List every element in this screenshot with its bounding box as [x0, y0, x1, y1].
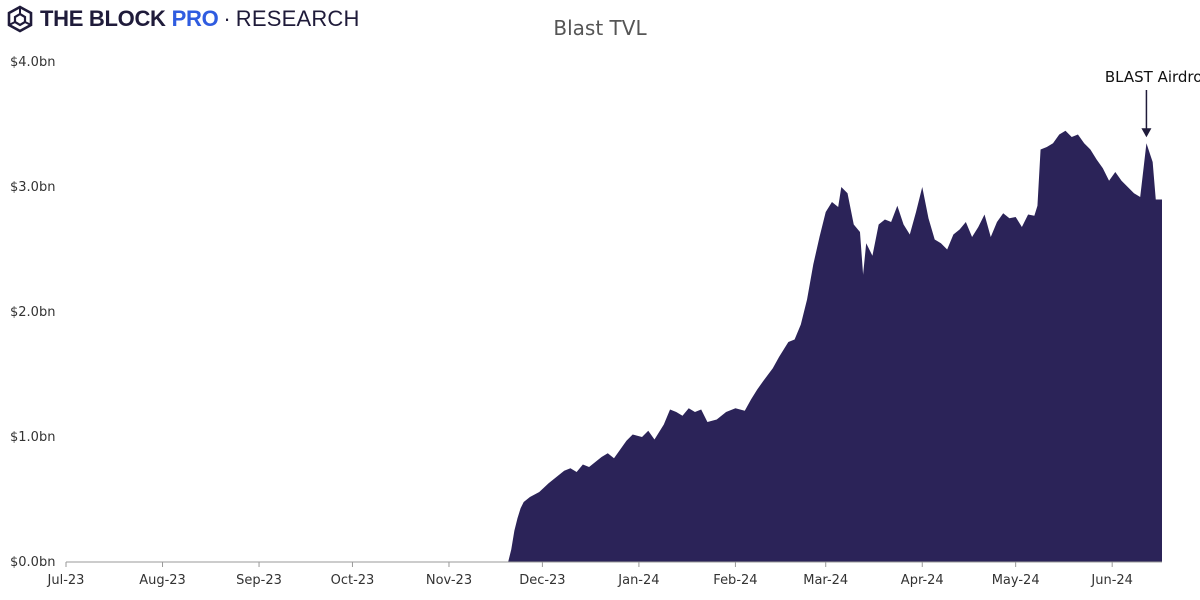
x-tick-label: Aug-23 — [139, 573, 186, 588]
x-tick-label: Jun-24 — [1090, 573, 1133, 588]
x-tick-label: Jan-24 — [617, 573, 659, 588]
brand-separator: · — [223, 6, 231, 31]
annotation-label: BLAST Airdrop — [1105, 68, 1200, 86]
x-tick-label: Sep-23 — [236, 573, 282, 588]
x-tick-label: Feb-24 — [713, 573, 757, 588]
brand-name: THE BLOCK — [40, 6, 166, 31]
brand-pro: PRO — [171, 6, 219, 31]
y-tick-label: $1.0bn — [10, 430, 55, 445]
x-tick-label: Dec-23 — [519, 573, 565, 588]
x-tick-label: Jul-23 — [47, 573, 85, 588]
y-tick-label: $4.0bn — [10, 55, 55, 70]
tvl-area-series — [66, 130, 1162, 562]
arrow-head-icon — [1141, 128, 1152, 138]
y-axis: $0.0bn $1.0bn $2.0bn $3.0bn $4.0bn — [10, 55, 55, 570]
x-tick-label: Nov-23 — [426, 573, 472, 588]
annotations: BLAST Airdrop — [1105, 68, 1200, 138]
x-tick-label: May-24 — [992, 573, 1040, 588]
x-tick-label: Mar-24 — [803, 573, 848, 588]
cube-logo-icon — [7, 5, 33, 33]
y-tick-label: $3.0bn — [10, 180, 55, 195]
x-tick-label: Apr-24 — [901, 573, 944, 588]
x-tick-label: Oct-23 — [331, 573, 375, 588]
chart-title: Blast TVL — [553, 16, 647, 40]
y-tick-label: $2.0bn — [10, 305, 55, 320]
brand-header: THE BLOCK PRO · RESEARCH — [6, 5, 360, 33]
x-axis: Jul-23 Aug-23 Sep-23 Oct-23 Nov-23 Dec-23 Jan-… — [47, 562, 1133, 588]
y-tick-label: $0.0bn — [10, 555, 55, 570]
brand-section: RESEARCH — [235, 6, 360, 31]
